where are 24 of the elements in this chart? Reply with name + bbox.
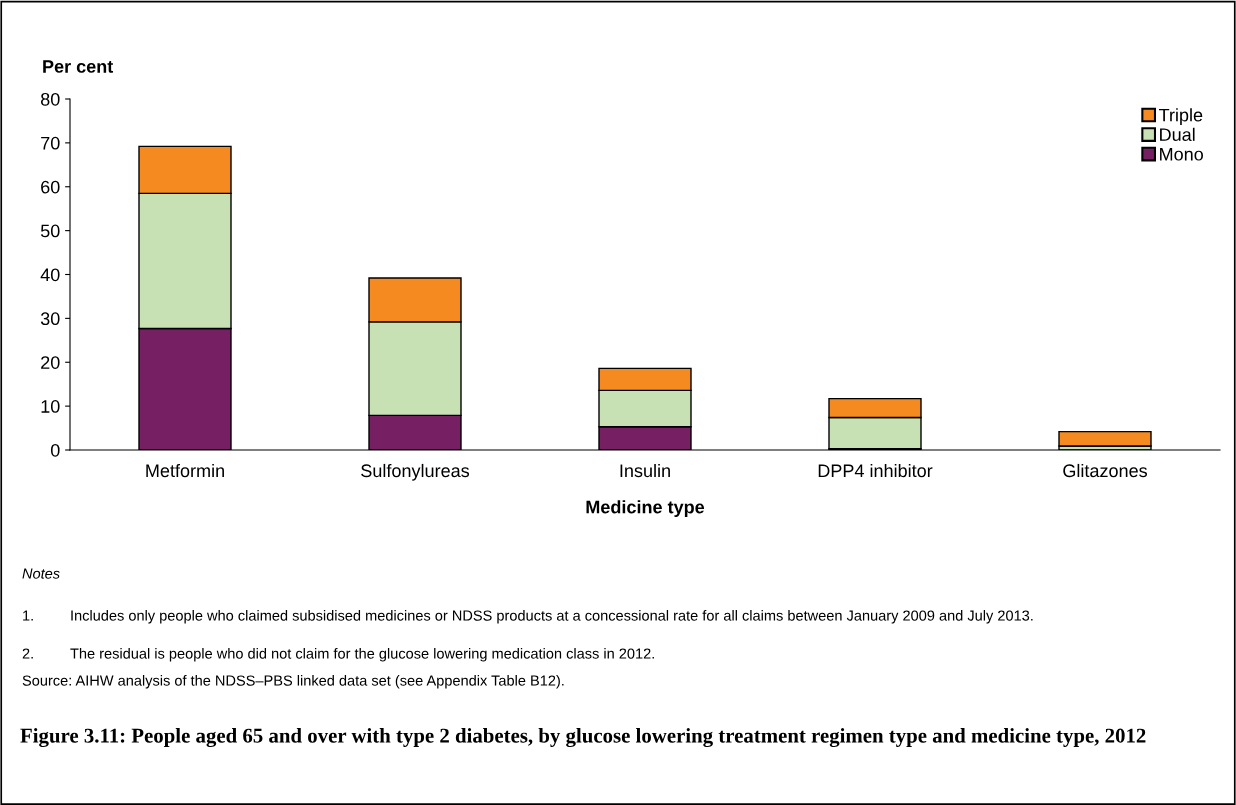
source-note: Source: AIHW analysis of the NDSS–PBS linked data set (see Appendix Table B12). xyxy=(22,675,564,689)
legend-label: Triple xyxy=(1158,108,1203,126)
y-tick-label: 10 xyxy=(41,400,60,413)
y-tick-label: 60 xyxy=(41,180,60,194)
y-tick-label: 0 xyxy=(50,443,60,457)
text: 1. Includes only people who claimed subsidised medicines or NDSS products at a concessional rate for all claims between January 2009 and July 2013. xyxy=(23,610,1033,624)
x-tick-label: DPP4 inhibitor xyxy=(818,463,933,478)
legend-label: Dual xyxy=(1160,127,1195,142)
y-tick-label: 20 xyxy=(41,356,60,369)
x-tick-label: Sulfonylureas xyxy=(361,463,470,481)
y-tick-label: 80 xyxy=(40,92,60,106)
y-tick-label: 30 xyxy=(40,312,60,326)
y-tick-label: 50 xyxy=(40,224,60,238)
x-axis-title: Medicine type xyxy=(586,500,705,517)
y-tick-label: 70 xyxy=(41,136,60,150)
text: Notes xyxy=(22,568,60,579)
text: 2. The residual is people who did not claim for the glucose lowering medication class in 2012. xyxy=(22,648,654,662)
text: Figure 3.11: People aged 65 and over with type 2 diabetes, by glucose lowering treatment regimen type and medicine type, 2012 xyxy=(20,728,1146,748)
x-tick-label: Metformin xyxy=(146,463,224,478)
legend-label: Mono xyxy=(1160,147,1203,161)
y-tick-label: 40 xyxy=(40,268,60,282)
x-tick-label: Insulin xyxy=(620,463,670,478)
x-tick-label: Glitazones xyxy=(1063,463,1147,478)
y-axis-title: Per cent xyxy=(43,60,114,73)
